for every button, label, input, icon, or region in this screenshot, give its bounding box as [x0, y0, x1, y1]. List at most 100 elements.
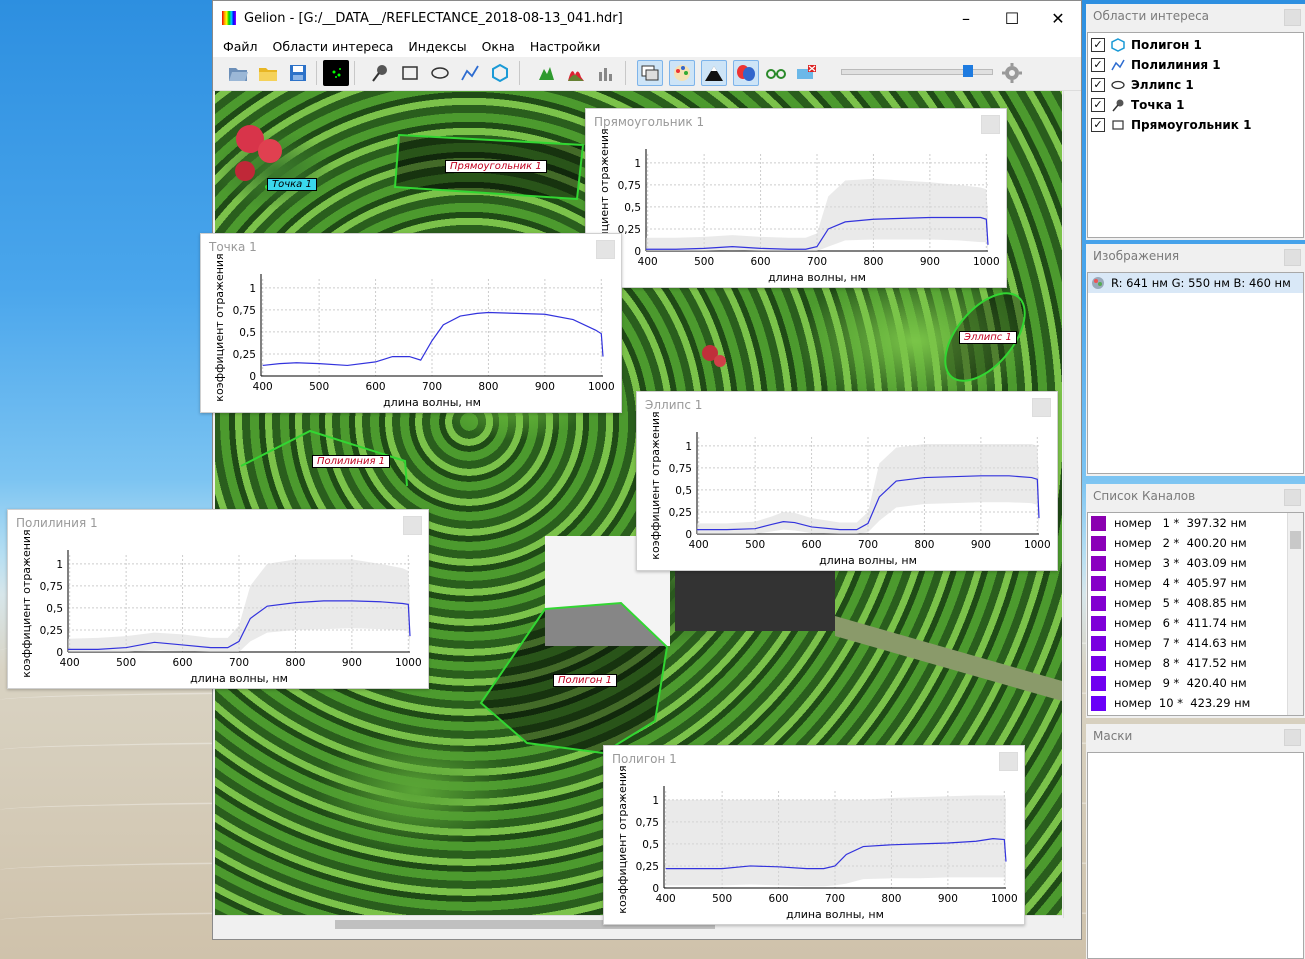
panel-close-button[interactable] [1284, 9, 1301, 26]
chart-close-button[interactable] [981, 115, 1000, 134]
roi-panel: Области интереса ✓ Полигон 1 ✓ Полилиния 1… [1086, 4, 1305, 240]
open-folder-icon[interactable] [225, 60, 251, 86]
roi-label-point[interactable]: Точка 1 [267, 178, 317, 191]
roi-label-polyline[interactable]: Полилиния 1 [312, 455, 391, 468]
menu-windows[interactable]: Окна [481, 38, 515, 54]
glasses-icon[interactable] [763, 60, 789, 86]
folder-icon[interactable] [255, 60, 281, 86]
roi-label-rectangle[interactable]: Прямоугольник 1 [445, 160, 547, 173]
y-tick-label: 1 [652, 795, 659, 807]
channels-panel: Список Каналов номер 1 * 397.32 нм номер … [1086, 484, 1305, 718]
chart-close-button[interactable] [999, 752, 1018, 771]
brightness-slider[interactable] [841, 69, 993, 75]
y-axis-label: коэффициент отражения [213, 253, 226, 401]
channel-item[interactable]: номер 8 * 417.52 нм [1088, 653, 1303, 673]
channel-item[interactable]: номер 10 * 423.29 нм [1088, 693, 1303, 713]
channel-color-swatch [1091, 615, 1106, 631]
y-tick-label: 0,5 [624, 202, 641, 214]
roi-checkbox[interactable]: ✓ [1091, 78, 1105, 92]
roi-checkbox[interactable]: ✓ [1091, 98, 1105, 112]
y-axis-label: коэффициент отражения [20, 529, 33, 677]
roi-item-polygon[interactable]: ✓ Полигон 1 [1088, 35, 1303, 55]
histogram-icon[interactable] [563, 60, 589, 86]
panel-close-button[interactable] [1284, 249, 1301, 266]
y-tick-label: 1 [249, 283, 256, 295]
polyline-tool-icon[interactable] [457, 60, 483, 86]
minimize-button[interactable]: – [962, 8, 970, 28]
x-tick-label: 500 [712, 893, 732, 905]
y-tick-label: 0,25 [669, 507, 692, 519]
channel-label: номер 1 * 397.32 нм [1114, 516, 1247, 530]
chart-window-point[interactable]: 400 500 600 700 800 900 1000 0 0,25 0,5 0,75 1 длина… [200, 233, 622, 413]
panel-close-button[interactable] [1284, 729, 1301, 746]
mountain-icon[interactable] [701, 60, 727, 86]
y-tick-label: 1 [634, 158, 641, 170]
x-tick-label: 1000 [588, 381, 615, 393]
image-item[interactable]: R: 641 нм G: 550 нм B: 460 нм [1088, 273, 1303, 293]
bar-chart-icon[interactable] [593, 60, 619, 86]
menu-indices[interactable]: Индексы [408, 38, 467, 54]
vertical-scrollbar[interactable] [1063, 91, 1081, 918]
channel-item[interactable]: номер 1 * 397.32 нм [1088, 513, 1303, 533]
ellipse-tool-icon[interactable] [427, 60, 453, 86]
roi-item-point[interactable]: ✓ Точка 1 [1088, 95, 1303, 115]
clear-icon[interactable] [793, 60, 819, 86]
polygon-tool-icon[interactable] [487, 60, 513, 86]
channel-scroll-thumb[interactable] [1290, 531, 1301, 549]
y-tick-label: 0 [634, 246, 641, 258]
x-tick-label: 700 [807, 256, 827, 268]
channel-list-scrollbar[interactable] [1287, 513, 1303, 715]
roi-label-polygon[interactable]: Полигон 1 [553, 674, 617, 687]
windows-icon[interactable] [637, 60, 663, 86]
menu-file[interactable]: Файл [223, 38, 258, 54]
slider-thumb[interactable] [963, 65, 973, 77]
x-tick-label: 400 [60, 657, 80, 669]
roi-checkbox[interactable]: ✓ [1091, 58, 1105, 72]
channel-item[interactable]: номер 3 * 403.09 нм [1088, 553, 1303, 573]
chart-window-polygon[interactable]: 400 500 600 700 800 900 1000 0 0,25 0,5 0,75 1 длина… [603, 745, 1025, 925]
masks-icon[interactable] [733, 60, 759, 86]
roi-item-rectangle[interactable]: ✓ Прямоугольник 1 [1088, 115, 1303, 135]
roi-checkbox[interactable]: ✓ [1091, 118, 1105, 132]
images-panel: Изображения R: 641 нм G: 550 нм B: 460 н… [1086, 244, 1305, 476]
horizontal-scroll-thumb[interactable] [335, 920, 715, 929]
channel-color-swatch [1091, 655, 1106, 671]
roi-checkbox[interactable]: ✓ [1091, 38, 1105, 52]
panel-close-button[interactable] [1284, 489, 1301, 506]
chart-close-button[interactable] [596, 240, 615, 259]
settings-icon[interactable] [999, 60, 1025, 86]
chart-window-polyline[interactable]: 400 500 600 700 800 900 1000 0 0,25 0,5 0,75 1 длина… [7, 509, 429, 689]
roi-item-ellipse[interactable]: ✓ Эллипс 1 [1088, 75, 1303, 95]
rectangle-tool-icon[interactable] [397, 60, 423, 86]
channel-item[interactable]: номер 2 * 400.20 нм [1088, 533, 1303, 553]
y-tick-label: 0,5 [642, 839, 659, 851]
chart-close-button[interactable] [403, 516, 422, 535]
channel-item[interactable]: номер 5 * 408.85 нм [1088, 593, 1303, 613]
chart-window-ellipse[interactable]: 400 500 600 700 800 900 1000 0 0,25 0,5 0,75 1 длина… [636, 391, 1058, 571]
point-tool-icon[interactable] [367, 60, 393, 86]
y-tick-label: 0,75 [669, 463, 692, 475]
channel-item[interactable]: номер 4 * 405.97 нм [1088, 573, 1303, 593]
maximize-button[interactable]: ☐ [1004, 8, 1020, 28]
x-tick-label: 700 [422, 381, 442, 393]
channel-item[interactable]: номер 9 * 420.40 нм [1088, 673, 1303, 693]
palette-icon[interactable] [669, 60, 695, 86]
x-tick-label: 400 [656, 893, 676, 905]
channel-item[interactable]: номер 6 * 411.74 нм [1088, 613, 1303, 633]
rectangle-icon [1111, 118, 1125, 132]
save-icon[interactable] [285, 60, 311, 86]
roi-item-polyline[interactable]: ✓ Полилиния 1 [1088, 55, 1303, 75]
y-axis-label: коэффициент отражения [616, 765, 629, 913]
channel-item[interactable]: номер 7 * 414.63 нм [1088, 633, 1303, 653]
chart-window-rectangle[interactable]: 400 500 600 700 800 900 1000 0 0,25 0,5 0,75 1 длина… [585, 108, 1007, 288]
roi-panel-title: Области интереса [1093, 9, 1210, 23]
close-button[interactable]: ✕ [1051, 8, 1065, 28]
roi-label-ellipse[interactable]: Эллипс 1 [959, 331, 1017, 344]
x-axis-label: длина волны, нм [768, 271, 866, 284]
menu-roi[interactable]: Области интереса [272, 38, 394, 54]
chart-close-button[interactable] [1032, 398, 1051, 417]
leaf-index-icon[interactable] [533, 60, 559, 86]
menu-settings[interactable]: Настройки [529, 38, 601, 54]
channel-color-swatch [1091, 575, 1106, 591]
scatter-view-icon[interactable] [323, 60, 349, 86]
